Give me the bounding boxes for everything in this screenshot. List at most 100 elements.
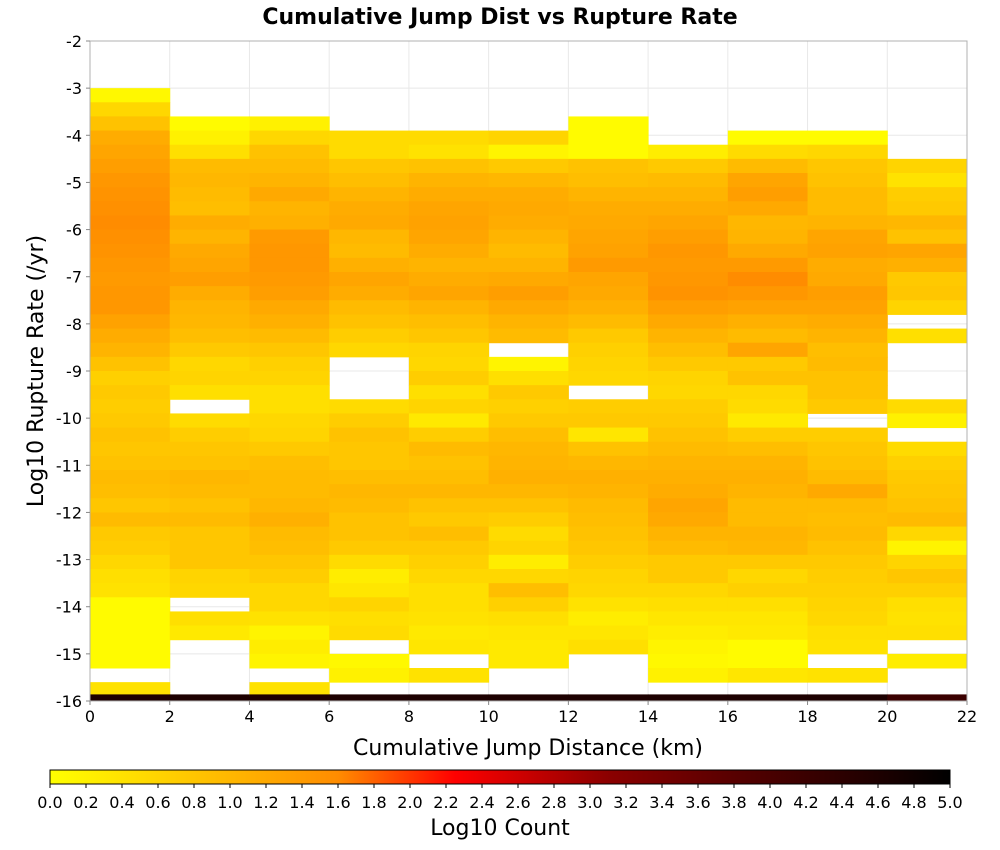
y-tick-label: -3 — [66, 79, 82, 98]
heatmap-cell — [488, 243, 569, 259]
heatmap-cell — [90, 215, 171, 231]
heatmap-cell — [408, 371, 490, 386]
heatmap-cell — [727, 144, 809, 160]
heatmap-cell — [568, 554, 649, 570]
colorbar-tick-label: 0.6 — [145, 793, 170, 812]
heatmap-cell — [169, 611, 250, 627]
heatmap-cell — [648, 498, 729, 513]
heatmap-cell — [887, 569, 968, 584]
heatmap-cell — [488, 356, 569, 372]
colorbar-tick-label: 0.4 — [109, 793, 134, 812]
heatmap-cell — [329, 484, 410, 499]
y-tick-label: -2 — [66, 32, 82, 51]
heatmap-cell — [648, 668, 729, 683]
heatmap-cell — [727, 385, 809, 400]
heatmap-cell — [648, 201, 729, 216]
heatmap-cell — [169, 441, 250, 457]
x-tick-label: 20 — [877, 707, 897, 726]
heatmap-cell — [887, 526, 968, 542]
heatmap-cell — [887, 512, 968, 528]
heatmap-cell — [249, 272, 330, 287]
heatmap-cell — [408, 498, 490, 513]
heatmap-cell — [648, 583, 729, 598]
heatmap-cell — [408, 229, 490, 245]
heatmap-cell — [648, 399, 729, 414]
heatmap-cell — [169, 314, 250, 330]
heatmap-cell — [329, 257, 410, 273]
heatmap-cell — [887, 441, 968, 457]
heatmap-cell — [568, 342, 649, 358]
heatmap-cell — [648, 639, 729, 655]
y-tick-label: -10 — [56, 409, 82, 428]
heatmap-cell — [807, 694, 888, 701]
colorbar-tick-label: 3.2 — [613, 793, 638, 812]
heatmap-cell — [408, 286, 490, 301]
heatmap-cell — [329, 215, 410, 231]
heatmap-cell — [488, 187, 569, 202]
heatmap-cell — [329, 144, 410, 160]
heatmap-cell — [807, 215, 888, 231]
heatmap-cell — [488, 173, 569, 188]
heatmap-cell — [887, 399, 968, 414]
heatmap-cell — [488, 130, 569, 146]
heatmap-cell — [648, 144, 729, 160]
heatmap-cell — [329, 272, 410, 287]
heatmap-cell — [807, 342, 888, 358]
heatmap-cell — [807, 526, 888, 542]
heatmap-cell — [329, 694, 410, 701]
heatmap-cell — [408, 484, 490, 499]
heatmap-cell — [408, 201, 490, 216]
heatmap-cell — [408, 158, 490, 174]
heatmap-cell — [169, 286, 250, 301]
heatmap-cell — [488, 385, 569, 400]
heatmap-cell — [568, 116, 649, 132]
y-tick-label: -9 — [66, 362, 82, 381]
heatmap-cell — [807, 597, 888, 612]
heatmap-cell — [727, 455, 809, 471]
heatmap-cell — [169, 526, 250, 542]
y-tick-label: -16 — [56, 692, 82, 711]
heatmap-cell — [90, 625, 171, 641]
y-tick-label: -4 — [66, 126, 82, 145]
heatmap-cell — [90, 116, 171, 132]
heatmap-cell — [249, 300, 330, 315]
heatmap-cell — [568, 314, 649, 330]
x-tick-label: 10 — [478, 707, 498, 726]
heatmap-cell — [648, 484, 729, 499]
heatmap-cell — [249, 526, 330, 542]
heatmap-cell — [648, 286, 729, 301]
heatmap-cell — [249, 356, 330, 372]
colorbar-tick-label: 0.0 — [37, 793, 62, 812]
heatmap-cell — [568, 526, 649, 542]
colorbar-tick-label: 3.4 — [649, 793, 674, 812]
heatmap-cell — [249, 455, 330, 471]
heatmap-cell — [568, 512, 649, 528]
heatmap-cell — [169, 356, 250, 372]
heatmap-cell — [169, 328, 250, 344]
heatmap-cell — [488, 639, 569, 655]
heatmap-cell — [807, 611, 888, 627]
heatmap-cell — [90, 130, 171, 146]
heatmap-cell — [249, 229, 330, 245]
heatmap-cell — [90, 597, 171, 612]
heatmap-cell — [329, 328, 410, 344]
heatmap-cell — [807, 470, 888, 485]
heatmap-cell — [329, 300, 410, 315]
heatmap-cell — [249, 682, 330, 697]
heatmap-cell — [488, 441, 569, 457]
heatmap-cell — [887, 583, 968, 598]
heatmap-cell — [887, 328, 968, 344]
heatmap-cell — [807, 173, 888, 188]
heatmap-cell — [329, 470, 410, 485]
heatmap-cell — [727, 470, 809, 485]
colorbar-tick-label: 1.0 — [217, 793, 242, 812]
heatmap-cell — [90, 257, 171, 273]
heatmap-cell — [727, 201, 809, 216]
heatmap-cells — [90, 88, 968, 701]
heatmap-cell — [727, 229, 809, 245]
heatmap-cell — [568, 371, 649, 386]
heatmap-cell — [90, 229, 171, 245]
heatmap-cell — [90, 243, 171, 259]
heatmap-cell — [90, 455, 171, 471]
heatmap-cell — [249, 342, 330, 358]
